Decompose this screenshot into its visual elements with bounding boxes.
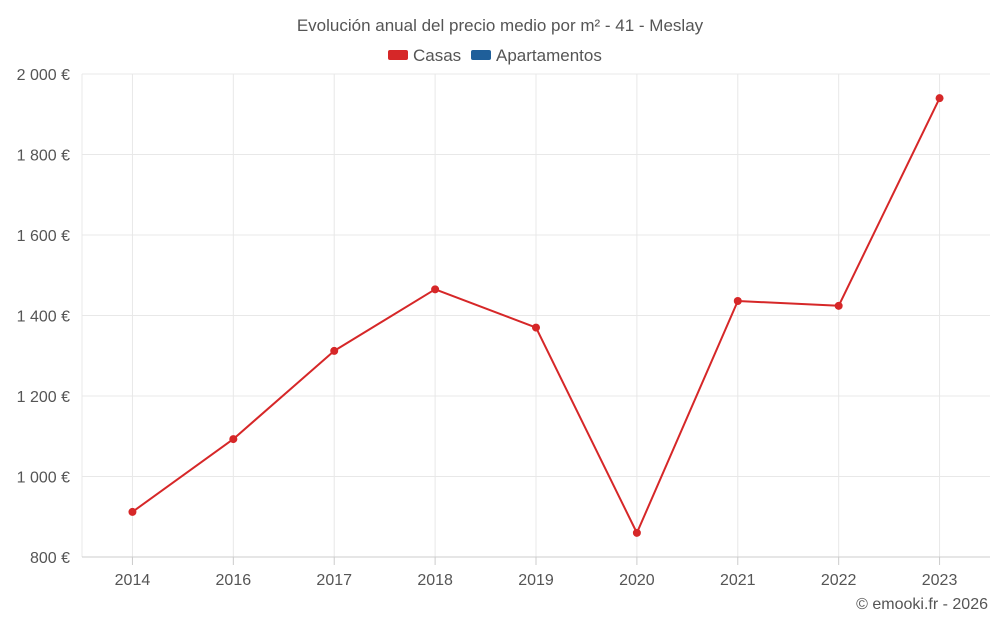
data-point[interactable]: [229, 435, 238, 444]
legend-label-casas[interactable]: Casas: [413, 46, 461, 65]
y-axis-ticks: 800 € 1 000 € 1 200 € 1 400 € 1 600 € 1 800 €…: [17, 67, 70, 567]
data-point[interactable]: [834, 301, 843, 310]
legend: Casas Apartamentos: [388, 46, 602, 65]
y-tick-label: 1 200 €: [17, 389, 70, 406]
legend-label-apartamentos[interactable]: Apartamentos: [496, 46, 602, 65]
x-tick-label: 2017: [316, 572, 352, 589]
series-points: [128, 94, 944, 537]
data-point[interactable]: [733, 297, 742, 306]
x-axis-ticks: 2014 2016 2017 2018 2019 2020 2021 2022 2023: [115, 557, 958, 589]
grid: [81, 73, 990, 558]
data-point[interactable]: [532, 323, 540, 332]
data-point[interactable]: [935, 94, 944, 103]
x-tick-label: 2016: [216, 572, 252, 589]
x-tick-label: 2023: [922, 572, 958, 589]
data-point[interactable]: [128, 507, 137, 516]
y-tick-label: 800 €: [30, 550, 70, 567]
x-tick-label: 2022: [821, 572, 857, 589]
x-tick-label: 2018: [417, 572, 453, 589]
legend-swatch-casas[interactable]: [388, 50, 408, 60]
y-tick-label: 1 000 €: [17, 470, 70, 487]
x-tick-label: 2020: [619, 572, 655, 589]
chart-title: Evolución anual del precio medio por m² …: [297, 16, 704, 35]
x-tick-label: 2021: [720, 572, 756, 589]
y-tick-label: 1 800 €: [17, 148, 70, 165]
data-point[interactable]: [632, 528, 641, 537]
y-tick-label: 2 000 €: [17, 67, 70, 84]
credit-text: © emooki.fr - 2026: [856, 596, 988, 613]
x-tick-label: 2014: [115, 572, 151, 589]
data-point[interactable]: [330, 346, 339, 355]
legend-swatch-apartamentos[interactable]: [471, 50, 491, 60]
x-tick-label: 2019: [518, 572, 554, 589]
y-tick-label: 1 400 €: [17, 309, 70, 326]
data-point[interactable]: [431, 285, 440, 294]
y-tick-label: 1 600 €: [17, 228, 70, 245]
